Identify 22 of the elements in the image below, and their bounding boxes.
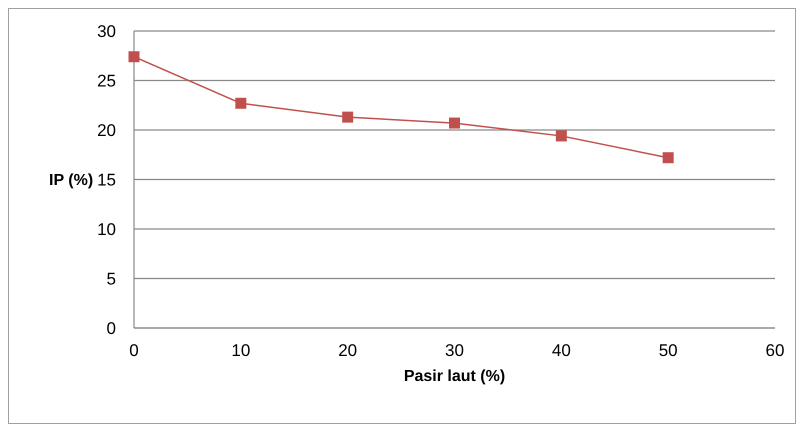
point	[128, 51, 140, 62]
y-tick-label: 25	[97, 72, 116, 91]
y-tick-label: 5	[106, 270, 116, 289]
y-axis-title: IP (%)	[49, 172, 94, 190]
point	[662, 152, 674, 164]
point	[556, 130, 567, 142]
x-tick-label: 50	[658, 341, 678, 360]
x-axis-title: Pasir laut (%)	[404, 368, 506, 385]
x-tick-label: 0	[129, 341, 139, 360]
y-tick-label: 20	[97, 121, 116, 140]
y-tick-label: 0	[106, 319, 116, 338]
y-tick-label: 10	[97, 220, 116, 240]
x-tick-label: 60	[766, 341, 784, 360]
point	[235, 98, 246, 109]
point	[449, 118, 460, 129]
x-tick-label: 20	[338, 341, 358, 360]
x-tick-label: 10	[231, 341, 250, 360]
point	[342, 112, 354, 123]
y-tick-label: 30	[97, 22, 116, 42]
x-tick-label: 40	[552, 341, 571, 360]
x-tick-label: 30	[445, 341, 464, 360]
y-tick-label: 15	[97, 170, 116, 190]
